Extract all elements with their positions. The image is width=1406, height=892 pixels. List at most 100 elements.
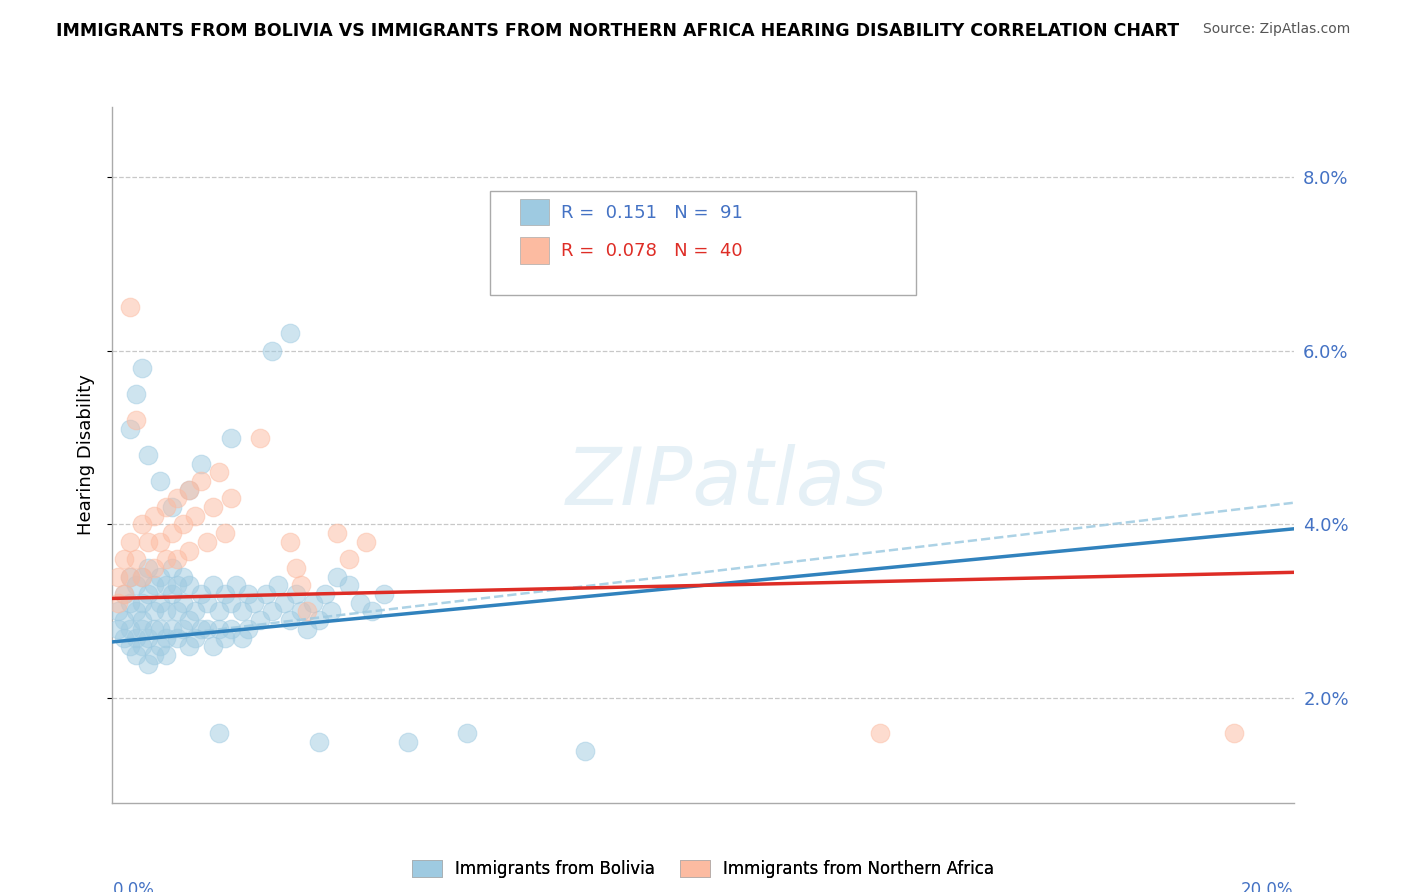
Text: Source: ZipAtlas.com: Source: ZipAtlas.com: [1202, 22, 1350, 37]
Text: 0.0%: 0.0%: [112, 881, 155, 892]
Point: [260, 605, 283, 619]
Point: [231, 631, 253, 645]
Point: [149, 474, 172, 488]
Point: [155, 631, 177, 645]
Point: [278, 613, 301, 627]
Point: [149, 569, 172, 583]
Point: [249, 613, 271, 627]
Point: [120, 622, 142, 636]
Point: [574, 744, 596, 758]
Point: [172, 569, 194, 583]
Point: [179, 613, 201, 627]
Point: [308, 735, 330, 749]
Point: [249, 430, 271, 444]
Point: [131, 569, 153, 583]
Point: [125, 578, 148, 592]
Point: [131, 622, 153, 636]
Point: [155, 648, 177, 662]
Text: R =  0.078   N =  40: R = 0.078 N = 40: [561, 242, 742, 260]
Point: [166, 631, 188, 645]
Point: [142, 561, 165, 575]
Point: [125, 631, 148, 645]
Point: [125, 605, 148, 619]
Point: [166, 491, 188, 506]
Point: [326, 526, 349, 541]
Text: IMMIGRANTS FROM BOLIVIA VS IMMIGRANTS FROM NORTHERN AFRICA HEARING DISABILITY CO: IMMIGRANTS FROM BOLIVIA VS IMMIGRANTS FR…: [56, 22, 1180, 40]
Point: [231, 605, 253, 619]
Point: [172, 622, 194, 636]
Point: [184, 508, 207, 523]
Point: [179, 578, 201, 592]
Point: [125, 648, 148, 662]
Text: R =  0.151   N =  91: R = 0.151 N = 91: [561, 203, 744, 222]
Point: [260, 343, 283, 358]
Text: 20.0%: 20.0%: [1241, 881, 1294, 892]
Point: [120, 569, 142, 583]
Point: [184, 631, 207, 645]
Point: [172, 596, 194, 610]
Point: [319, 605, 342, 619]
Point: [160, 561, 183, 575]
Point: [120, 300, 142, 314]
Point: [125, 552, 148, 566]
Y-axis label: Hearing Disability: Hearing Disability: [77, 375, 96, 535]
Point: [136, 534, 159, 549]
Point: [160, 622, 183, 636]
Point: [131, 360, 153, 375]
Point: [179, 483, 201, 497]
Point: [107, 622, 129, 636]
Point: [107, 569, 129, 583]
Point: [219, 596, 242, 610]
Point: [219, 430, 242, 444]
Text: ZIPatlas: ZIPatlas: [565, 443, 887, 522]
Point: [290, 605, 312, 619]
Point: [337, 552, 360, 566]
Point: [190, 587, 212, 601]
Point: [142, 605, 165, 619]
Point: [208, 605, 231, 619]
Point: [149, 622, 172, 636]
Point: [136, 587, 159, 601]
Point: [142, 648, 165, 662]
Point: [278, 534, 301, 549]
Point: [120, 569, 142, 583]
Point: [179, 483, 201, 497]
Point: [297, 605, 319, 619]
Point: [373, 587, 395, 601]
Point: [112, 631, 135, 645]
Point: [208, 726, 231, 740]
Point: [396, 735, 419, 749]
Point: [326, 569, 349, 583]
Point: [208, 466, 231, 480]
Point: [190, 474, 212, 488]
Point: [155, 552, 177, 566]
Point: [166, 605, 188, 619]
Point: [195, 534, 218, 549]
Point: [160, 500, 183, 514]
Point: [172, 517, 194, 532]
Point: [273, 596, 295, 610]
Point: [155, 578, 177, 592]
Point: [166, 552, 188, 566]
Point: [869, 726, 891, 740]
Point: [214, 631, 236, 645]
FancyBboxPatch shape: [491, 191, 915, 295]
Point: [131, 639, 153, 653]
Point: [219, 622, 242, 636]
Point: [136, 657, 159, 671]
Point: [201, 578, 224, 592]
Legend: Immigrants from Bolivia, Immigrants from Northern Africa: Immigrants from Bolivia, Immigrants from…: [405, 854, 1001, 885]
Point: [136, 448, 159, 462]
Point: [356, 534, 378, 549]
Point: [112, 587, 135, 601]
Point: [131, 517, 153, 532]
Point: [225, 578, 247, 592]
Point: [149, 639, 172, 653]
Point: [112, 587, 135, 601]
Point: [120, 639, 142, 653]
Point: [155, 605, 177, 619]
Point: [1223, 726, 1246, 740]
Point: [125, 413, 148, 427]
Point: [107, 605, 129, 619]
Point: [107, 596, 129, 610]
